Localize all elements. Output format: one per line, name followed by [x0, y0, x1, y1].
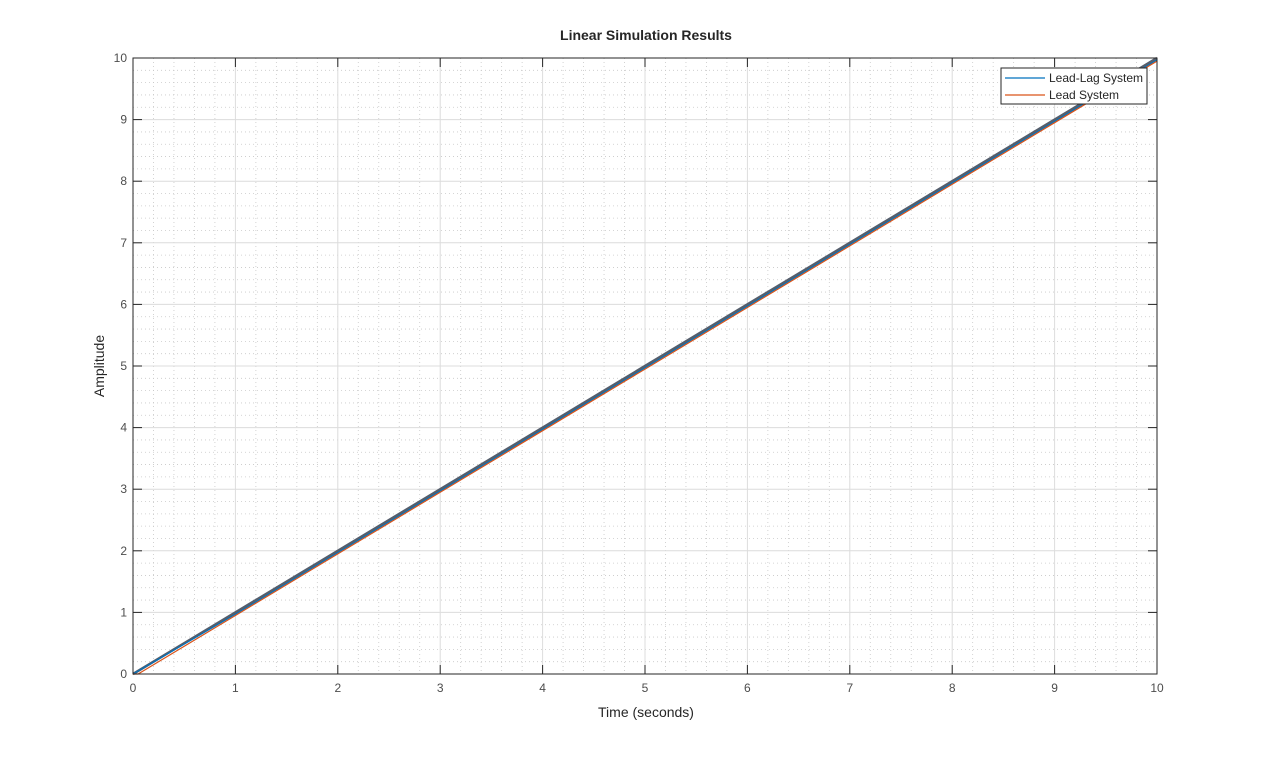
y-tick-label: 3 — [120, 482, 127, 496]
y-tick-label: 0 — [120, 667, 127, 681]
y-tick-label: 1 — [120, 605, 127, 619]
y-tick-label: 9 — [120, 113, 127, 127]
x-tick-label: 5 — [642, 681, 649, 695]
y-tick-label: 7 — [120, 236, 127, 250]
y-tick-label: 5 — [120, 359, 127, 373]
y-tick-label: 4 — [120, 421, 127, 435]
y-axis-label: Amplitude — [91, 335, 107, 397]
x-tick-label: 1 — [232, 681, 239, 695]
x-tick-label: 10 — [1150, 681, 1164, 695]
y-tick-label: 8 — [120, 174, 127, 188]
y-tick-label: 10 — [114, 51, 128, 65]
y-tick-label: 2 — [120, 544, 127, 558]
x-tick-label: 4 — [539, 681, 546, 695]
chart-title: Linear Simulation Results — [560, 27, 732, 43]
x-axis-label: Time (seconds) — [598, 704, 694, 720]
x-tick-label: 2 — [334, 681, 341, 695]
x-tick-label: 8 — [949, 681, 956, 695]
x-tick-label: 3 — [437, 681, 444, 695]
x-tick-labels: 0 1 2 3 4 5 6 7 8 9 10 — [130, 681, 1164, 695]
legend: Lead-Lag System Lead System — [1001, 68, 1147, 104]
y-tick-label: 6 — [120, 297, 127, 311]
x-tick-label: 9 — [1051, 681, 1058, 695]
y-tick-labels: 0 1 2 3 4 5 6 7 8 9 10 — [114, 51, 128, 681]
x-tick-label: 0 — [130, 681, 137, 695]
legend-label-0: Lead-Lag System — [1049, 71, 1143, 85]
x-tick-label: 6 — [744, 681, 751, 695]
x-tick-label: 7 — [846, 681, 853, 695]
legend-label-1: Lead System — [1049, 88, 1119, 102]
